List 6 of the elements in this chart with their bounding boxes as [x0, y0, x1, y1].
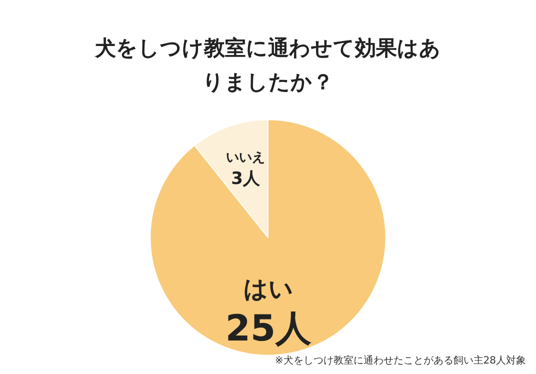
- chart-title: 犬をしつけ教室に通わせて効果はありましたか？: [95, 36, 441, 94]
- text: ※犬をしつけ教室に通わせたことがある飼い主28人対象: [274, 354, 526, 366]
- slice-label: いいえ: [226, 150, 266, 166]
- data-label: 25人: [225, 308, 312, 350]
- slice-label: はい: [243, 274, 294, 303]
- data-label: 3人: [231, 169, 261, 190]
